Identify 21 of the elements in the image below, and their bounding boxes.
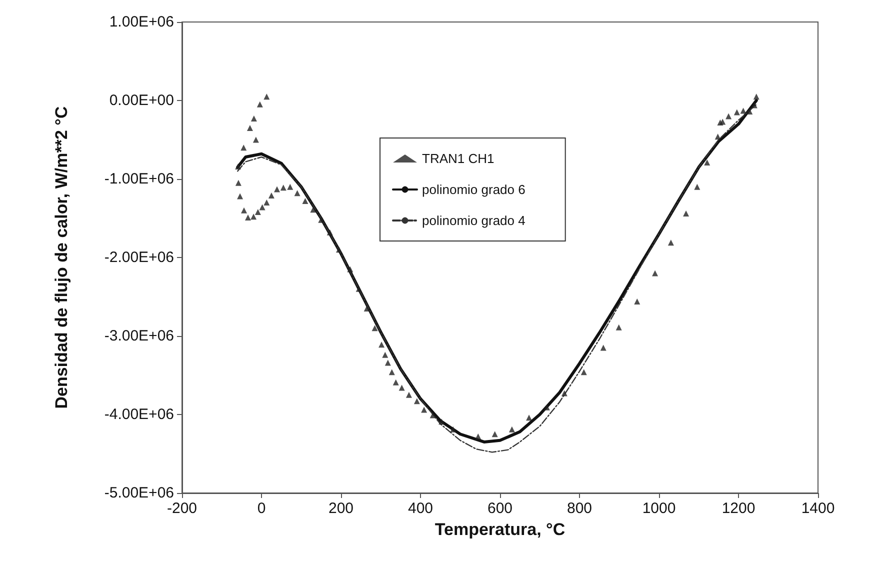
y-tick-label: -1.00E+06 [104, 170, 174, 188]
legend-label: polinomio grado 6 [422, 182, 526, 197]
y-tick-label: -3.00E+06 [104, 328, 174, 344]
legend-label: TRAN1 CH1 [422, 151, 494, 166]
legend-label: polinomio grado 4 [422, 213, 526, 228]
y-tick-label: -4.00E+06 [104, 406, 174, 423]
x-tick-label: 800 [566, 500, 592, 517]
x-tick-label: 0 [257, 500, 266, 517]
y-tick-label: -5.00E+06 [104, 484, 174, 502]
x-tick-label: 1200 [722, 500, 756, 517]
y-tick-label: -2.00E+06 [104, 249, 174, 266]
x-tick-label: 400 [408, 500, 434, 517]
y-axis-title: Densidad de flujo de calor, W/m**2 °C [52, 106, 71, 409]
y-tick-label: 1.00E+06 [109, 14, 174, 30]
y-tick-label: 0.00E+00 [109, 92, 174, 109]
x-tick-label: 600 [487, 500, 513, 517]
x-tick-label: 1400 [801, 500, 835, 517]
x-tick-label: -200 [166, 500, 198, 517]
x-axis-title: Temperatura, °C [434, 520, 566, 539]
x-tick-label: 200 [328, 500, 354, 517]
x-tick-label: 1000 [642, 500, 676, 517]
